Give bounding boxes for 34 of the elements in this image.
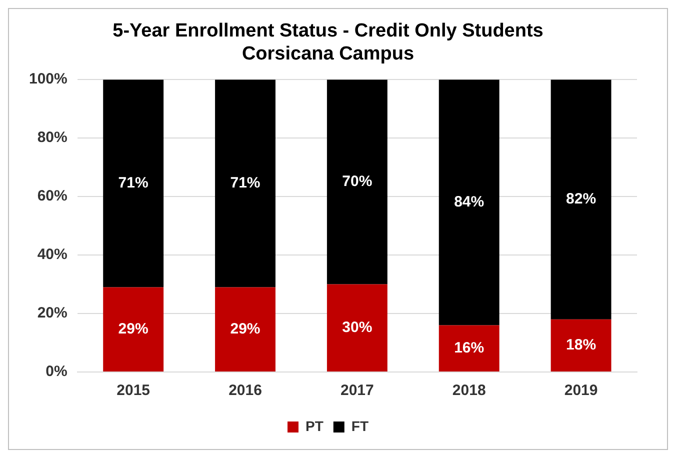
legend-label: PT — [306, 418, 324, 434]
bar — [438, 325, 500, 372]
data-label: 70% — [342, 173, 372, 190]
data-label: 82% — [566, 190, 596, 208]
x-tick-label: 2015 — [116, 382, 150, 400]
y-tick-label: 40% — [37, 246, 68, 264]
data-label: 84% — [454, 194, 484, 211]
x-tick-label: 2016 — [228, 382, 262, 400]
legend-label: FT — [351, 418, 369, 434]
data-label: 71% — [118, 174, 148, 192]
x-tick-label: 2017 — [340, 382, 374, 400]
bar — [326, 80, 388, 284]
y-tick-label: 80% — [37, 129, 68, 146]
x-tick-label: 2018 — [452, 382, 486, 400]
bar — [103, 287, 164, 372]
data-label: 30% — [342, 319, 372, 336]
bar — [215, 287, 276, 372]
y-tick-label: 20% — [37, 304, 68, 322]
bar — [326, 284, 388, 372]
data-label: 29% — [118, 320, 148, 338]
y-tick-label: 60% — [37, 188, 68, 205]
y-tick-label: 0% — [46, 363, 68, 380]
data-label: 16% — [454, 340, 484, 356]
bar — [215, 80, 276, 288]
bar — [550, 80, 612, 320]
chart-title: 5-Year Enrollment Status - Credit Only Students Corsicana Campus — [112, 20, 544, 64]
data-label: 18% — [566, 336, 596, 354]
bar — [103, 80, 164, 288]
bar — [438, 80, 500, 326]
y-tick-label: 100% — [28, 70, 68, 88]
data-label: 29% — [230, 320, 260, 338]
data-label: 71% — [230, 174, 260, 192]
bar — [550, 319, 612, 372]
x-tick-label: 2019 — [564, 382, 598, 400]
